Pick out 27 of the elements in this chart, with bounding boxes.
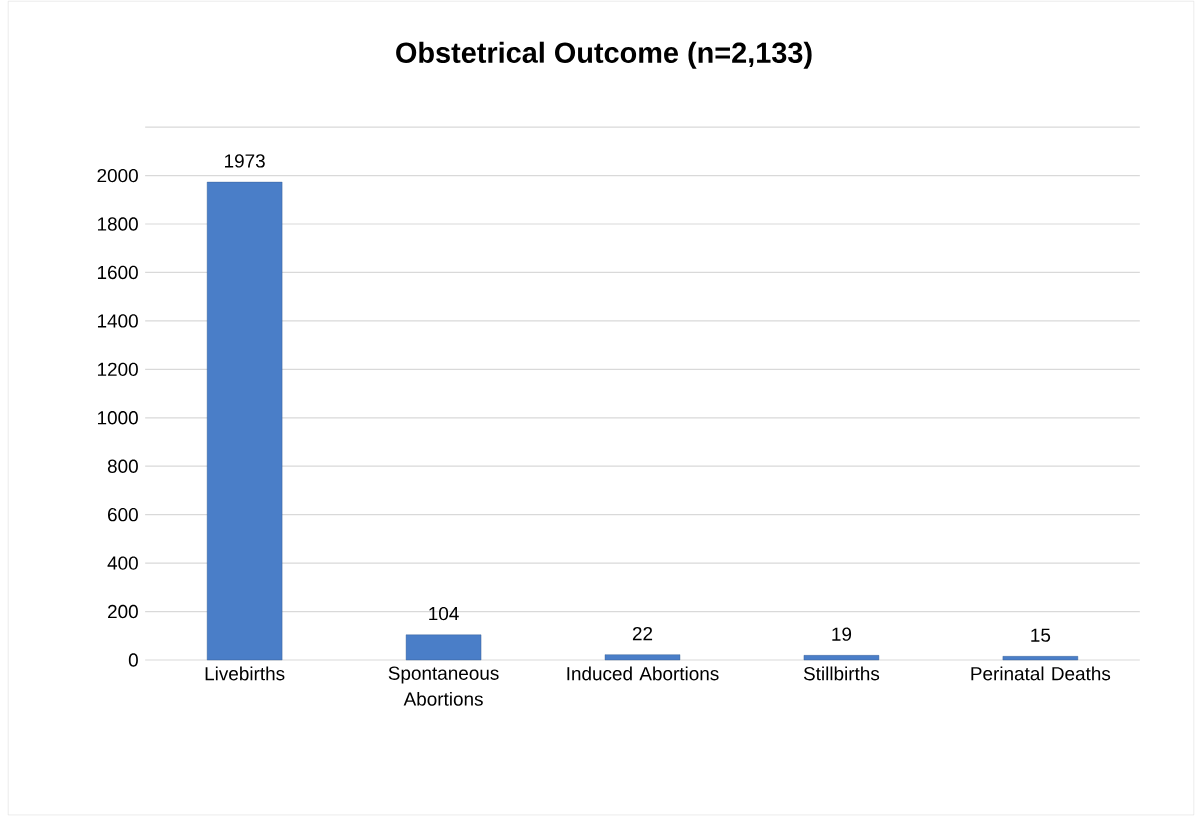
y-tick-label: 1800 <box>97 217 138 231</box>
data-label: 19 <box>832 627 852 641</box>
y-tick-label: 1400 <box>97 314 138 328</box>
bar <box>1002 656 1079 661</box>
y-tick-label: 1200 <box>97 362 138 376</box>
data-label: 104 <box>429 606 459 621</box>
bar <box>405 634 482 661</box>
x-tick-label: Perinatal Deaths <box>971 666 1111 681</box>
x-tick-label: Livebirths <box>205 666 285 681</box>
data-label: 22 <box>632 626 653 641</box>
y-tick-label: 400 <box>107 556 138 570</box>
y-tick-label: 1600 <box>97 265 138 280</box>
y-tick-label: 2000 <box>97 168 138 183</box>
y-tick-label: 1000 <box>97 411 138 425</box>
data-label: 1973 <box>225 154 265 168</box>
chart-title: Obstetrical Outcome (n=2,133) <box>396 41 812 69</box>
y-tick-label: 800 <box>107 459 138 473</box>
y-tick-label: 0 <box>128 653 138 667</box>
x-tick-label: Induced Abortions <box>567 666 719 681</box>
bar <box>206 181 283 661</box>
x-tick-label: Stillbirths <box>803 666 880 681</box>
bar <box>604 654 681 661</box>
bar <box>803 655 880 661</box>
y-tick-label: 200 <box>108 604 138 619</box>
y-tick-label: 600 <box>108 507 138 522</box>
data-label: 15 <box>1031 628 1051 642</box>
x-tick-label: Spontaneous Abortions <box>388 666 499 706</box>
